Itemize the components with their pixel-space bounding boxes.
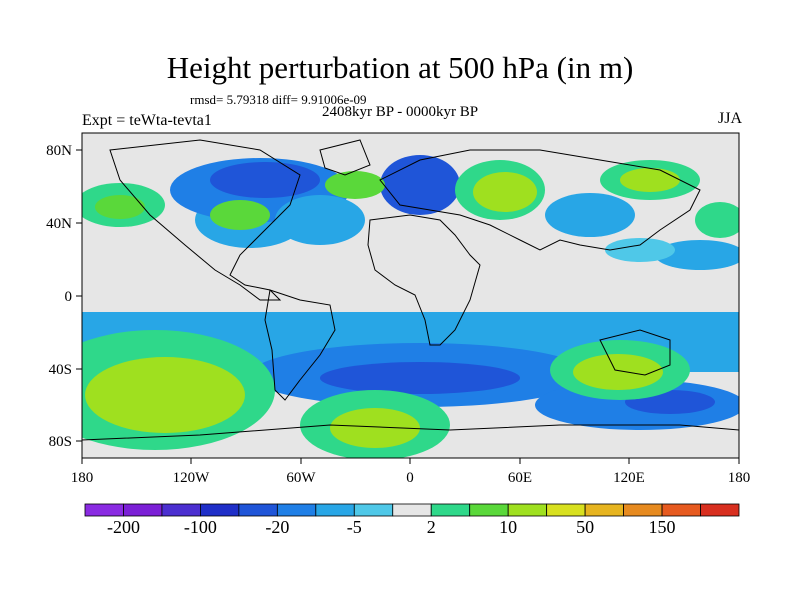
colorbar-cell	[353, 503, 394, 517]
lon-tick-180e: 180	[728, 470, 751, 486]
colorbar	[84, 503, 740, 517]
colorbar-label: -5	[347, 517, 362, 537]
lon-tick-60e: 60E	[508, 470, 532, 486]
lat-tick-40s: 40S	[49, 362, 72, 378]
lat-tick-40n: 40N	[46, 216, 72, 232]
colorbar-labels: -200 -100 -20 -5 2 10 50 150	[107, 517, 676, 537]
experiment-label: Expt = teWta-tevta1	[82, 112, 212, 129]
colorbar-cell	[392, 503, 432, 517]
stats-line: rmsd= 5.79318 diff= 9.91006e-09	[190, 92, 367, 107]
colorbar-label: 10	[499, 517, 517, 537]
contour-field	[82, 133, 739, 458]
colorbar-cell	[123, 503, 163, 517]
season-label: JJA	[717, 110, 742, 127]
colorbar-cell	[507, 503, 548, 517]
latitude-axis: 80N 40N 0 40S 80S	[46, 143, 82, 450]
lon-tick-120e: 120E	[613, 470, 645, 486]
colorbar-cell	[430, 503, 471, 517]
colorbar-cell	[200, 503, 240, 517]
lon-tick-120w: 120W	[173, 470, 211, 486]
colorbar-cell	[469, 503, 509, 517]
colorbar-label: 2	[427, 517, 436, 537]
colorbar-label: -100	[184, 517, 217, 537]
period-label: 2408kyr BP - 0000kyr BP	[322, 104, 479, 120]
colorbar-cell	[661, 503, 701, 517]
map-title: Height perturbation at 500 hPa (in m)	[166, 50, 634, 85]
colorbar-cell	[238, 503, 278, 517]
coastlines	[82, 139, 739, 441]
colorbar-label: -200	[107, 517, 140, 537]
colorbar-cell	[546, 503, 586, 517]
colorbar-cell	[276, 503, 317, 517]
longitude-axis: 180 120W 60W 0 60E 120E 180	[71, 458, 751, 486]
lon-tick-0: 0	[406, 470, 414, 486]
lat-tick-0: 0	[65, 289, 73, 305]
lon-tick-60w: 60W	[286, 470, 316, 486]
colorbar-label: 150	[649, 517, 676, 537]
colorbar-cell	[584, 503, 624, 517]
colorbar-cell	[623, 503, 663, 517]
colorbar-cell	[84, 503, 124, 517]
colorbar-cell	[315, 503, 355, 517]
colorbar-cell	[161, 503, 201, 517]
colorbar-label: 50	[576, 517, 594, 537]
lat-tick-80n: 80N	[46, 143, 72, 159]
colorbar-label: -20	[265, 517, 289, 537]
colorbar-cell	[700, 503, 740, 517]
lat-tick-80s: 80S	[49, 434, 72, 450]
lon-tick-180w: 180	[71, 470, 94, 486]
